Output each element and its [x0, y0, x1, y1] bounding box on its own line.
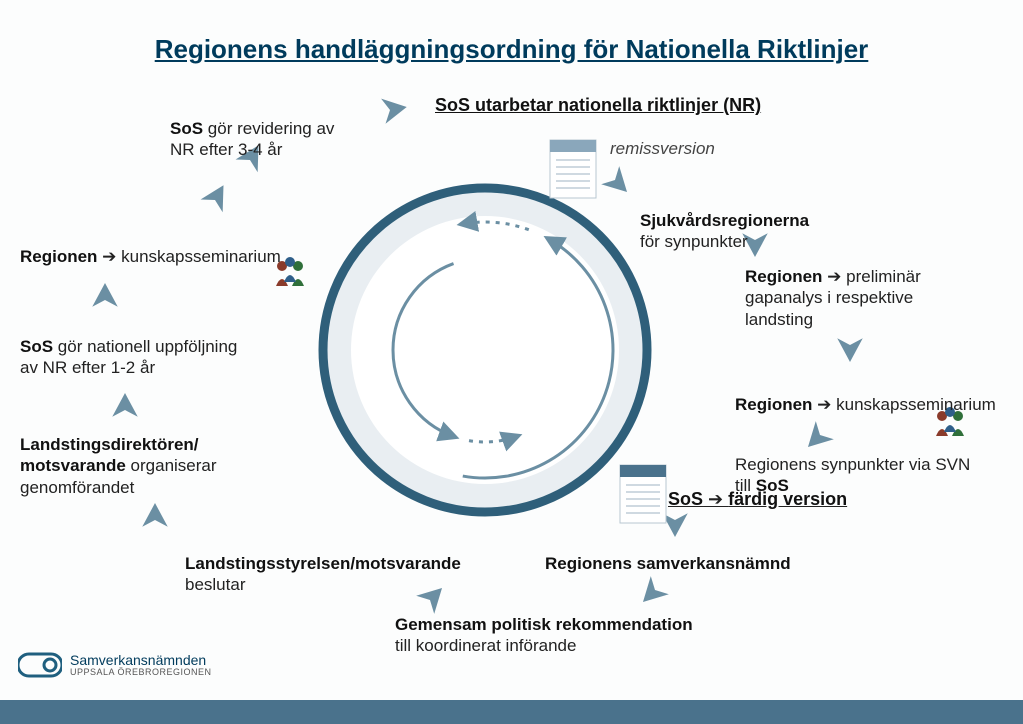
step-landstingsstyrelsen: Landstingsstyrelsen/motsvarandebeslutar [185, 553, 461, 596]
step-sos-utarbetar: SoS utarbetar nationella riktlinjer (NR) [435, 94, 761, 117]
step-sjukvardsregionerna: Sjukvårdsregionernaför synpunkter [640, 210, 809, 253]
step-regionen-seminarium1: Regionen ➔ kunskapsseminarium [735, 394, 996, 415]
step-sos-revidering: SoS gör revidering avNR efter 3-4 år [170, 118, 390, 161]
footer-bar [0, 700, 1023, 724]
label-remissversion: remissversion [610, 138, 715, 159]
step-samverkansnamnd: Regionens samverkansnämnd [545, 553, 791, 574]
step-sos-fardig: SoS ➔ färdig version [668, 488, 847, 511]
step-sos-uppfoljning: SoS gör nationell uppföljningav NR efter… [20, 336, 300, 379]
logo-sub: UPPSALA ÖREBROREGIONEN [70, 668, 212, 677]
step-landstingsdirektoren: Landstingsdirektören/motsvarande organis… [20, 434, 300, 498]
step-regionen-gapanalys: Regionen ➔ preliminärgapanalys i respekt… [745, 266, 921, 330]
logo-name: Samverkansnämnden [70, 653, 212, 668]
page-title: Regionens handläggningsordning för Natio… [0, 34, 1023, 65]
step-regionen-seminarium2: Regionen ➔ kunskapsseminarium [20, 246, 281, 267]
step-politisk-rekommendation: Gemensam politisk rekommendationtill koo… [395, 614, 693, 657]
org-logo: Samverkansnämnden UPPSALA ÖREBROREGIONEN [18, 650, 212, 680]
